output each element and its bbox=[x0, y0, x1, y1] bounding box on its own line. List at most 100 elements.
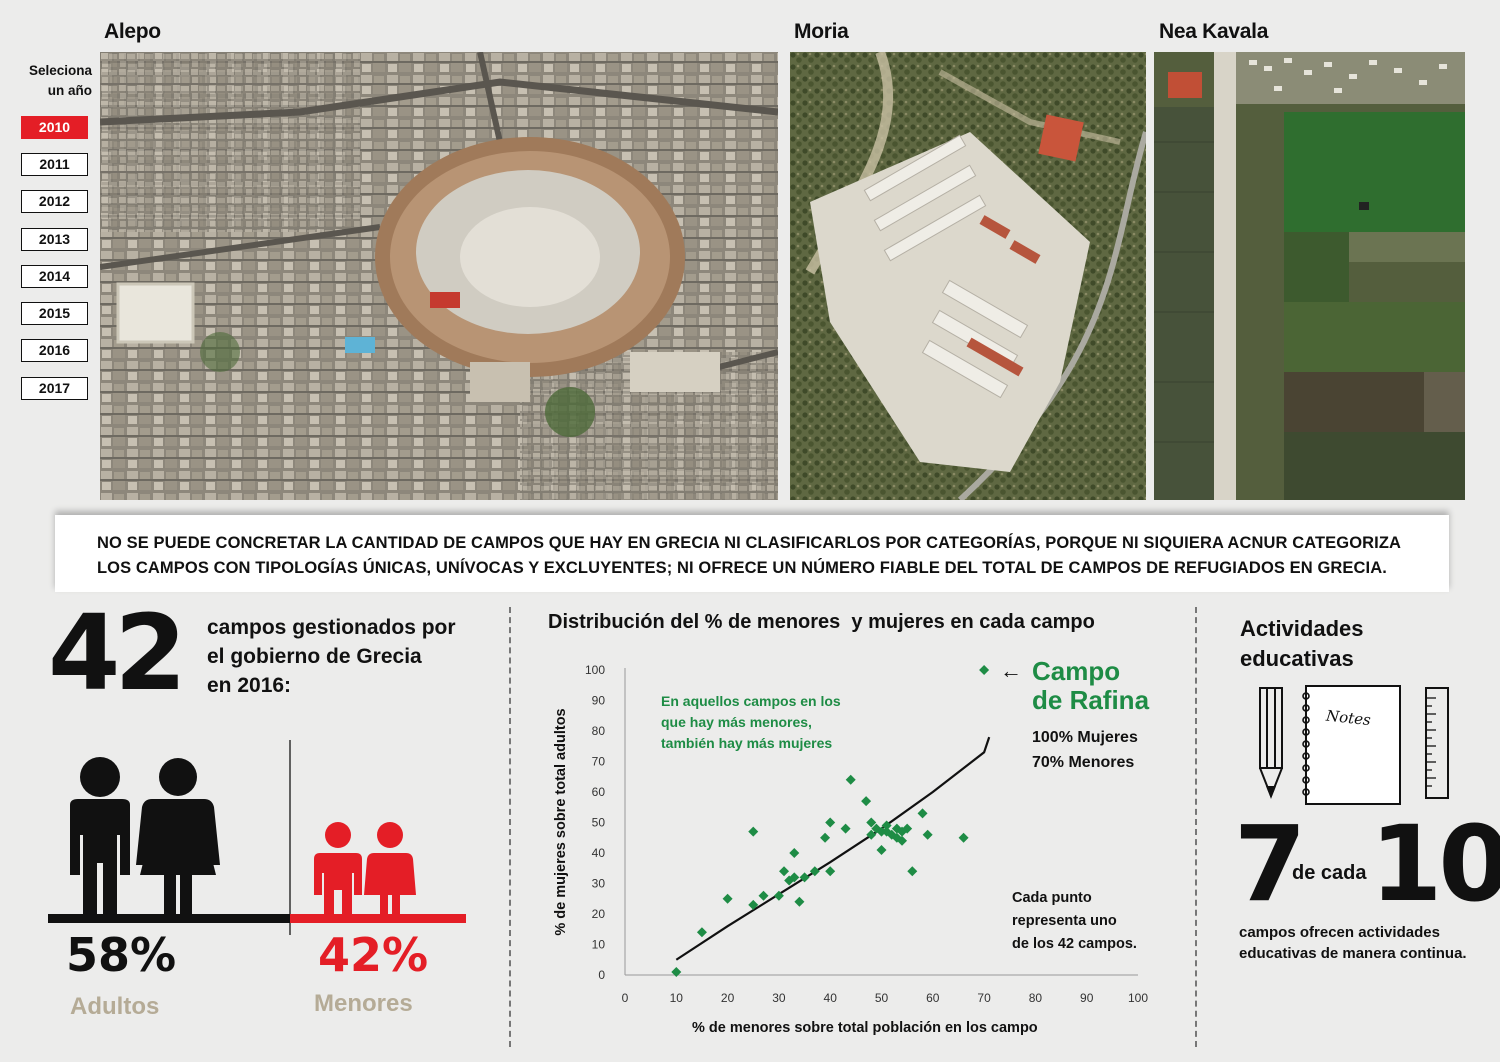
x-tick-label: 40 bbox=[824, 991, 838, 1005]
y-tick-label: 20 bbox=[592, 907, 606, 921]
education-desc-line2: educativas de manera continua. bbox=[1239, 945, 1467, 962]
adults-label: Adultos bbox=[70, 993, 160, 1020]
scatter-point bbox=[696, 927, 707, 938]
camps-count-number: 42 bbox=[48, 592, 187, 714]
y-tick-label: 50 bbox=[592, 816, 606, 830]
chart-axes bbox=[624, 668, 1138, 976]
y-tick-label: 30 bbox=[592, 877, 606, 891]
scatter-point bbox=[825, 866, 836, 877]
year-button-2017[interactable]: 2017 bbox=[21, 377, 88, 400]
scatter-point bbox=[902, 823, 913, 834]
scatter-point bbox=[671, 966, 682, 977]
x-tick-label: 50 bbox=[875, 991, 889, 1005]
education-description: campos ofrecen actividades educativas de… bbox=[1239, 922, 1467, 964]
notebook-label: Notes bbox=[1324, 706, 1372, 729]
scatter-point bbox=[897, 835, 908, 846]
moria-title: Moria bbox=[794, 20, 849, 43]
year-button-2011[interactable]: 2011 bbox=[21, 153, 88, 176]
scatter-point bbox=[758, 890, 769, 901]
adult-woman-icon bbox=[136, 758, 220, 915]
trend-line bbox=[675, 736, 991, 961]
scatter-point bbox=[886, 829, 897, 840]
education-ratio-middle: de cada bbox=[1292, 862, 1367, 884]
x-axis-label: % de menores sobre total población en lo… bbox=[692, 1020, 1038, 1036]
year-button-2015[interactable]: 2015 bbox=[21, 302, 88, 325]
year-button-2012[interactable]: 2012 bbox=[21, 190, 88, 213]
y-tick-label: 70 bbox=[592, 755, 606, 769]
people-infographic bbox=[48, 740, 466, 935]
education-title: Actividades educativas bbox=[1240, 614, 1364, 674]
x-tick-label: 70 bbox=[977, 991, 991, 1005]
scatter-point bbox=[866, 817, 877, 828]
scatter-point bbox=[799, 872, 810, 883]
chart-note-line2: representa uno bbox=[1012, 913, 1117, 929]
scatter-point bbox=[809, 866, 820, 877]
y-tick-label: 80 bbox=[592, 724, 606, 738]
y-tick-label: 10 bbox=[592, 938, 606, 952]
year-prompt-line2: un año bbox=[47, 83, 92, 98]
scatter-point bbox=[840, 823, 851, 834]
year-button-2010[interactable]: 2010 bbox=[21, 116, 88, 139]
scatter-point bbox=[779, 866, 790, 877]
education-ratio-right-number: 10 bbox=[1370, 803, 1500, 925]
minors-bar bbox=[290, 914, 466, 923]
pencil-icon bbox=[1259, 687, 1283, 799]
x-tick-label: 90 bbox=[1080, 991, 1094, 1005]
nea-kavala-satellite-image bbox=[1154, 52, 1465, 500]
section-divider-left bbox=[509, 607, 511, 1047]
education-desc-line1: campos ofrecen actividades bbox=[1239, 924, 1440, 941]
scatter-point bbox=[784, 875, 795, 886]
trend-annotation-line2: que hay más menores, bbox=[661, 714, 812, 730]
education-ratio-left-number: 7 bbox=[1234, 803, 1307, 925]
section-divider-right bbox=[1195, 607, 1197, 1047]
education-title-line1: Actividades bbox=[1240, 616, 1364, 641]
alepo-title: Alepo bbox=[104, 20, 161, 43]
scatter-point bbox=[789, 848, 800, 858]
minors-label: Menores bbox=[314, 990, 413, 1017]
scatter-point bbox=[748, 899, 759, 910]
scatter-chart: 0 10 20 30 40 50 60 70 80 90 100 0 10 20 30 40 50 60 70 80… bbox=[553, 656, 1150, 1036]
scatter-point bbox=[825, 817, 836, 828]
scatter-point bbox=[820, 832, 831, 843]
child-girl-icon bbox=[364, 822, 416, 915]
chart-note-line1: Cada punto bbox=[1012, 890, 1092, 906]
y-tick-label: 40 bbox=[592, 846, 606, 860]
x-tick-label: 0 bbox=[622, 991, 629, 1005]
ruler-icon bbox=[1425, 687, 1449, 799]
x-tick-label: 100 bbox=[1128, 991, 1148, 1005]
x-tick-label: 10 bbox=[670, 991, 684, 1005]
adults-percentage: 58% bbox=[66, 928, 177, 982]
year-button-2013[interactable]: 2013 bbox=[21, 228, 88, 251]
trend-annotation-line1: En aquellos campos en los bbox=[661, 693, 841, 709]
x-tick-label: 80 bbox=[1029, 991, 1043, 1005]
y-tick-label: 60 bbox=[592, 785, 606, 799]
scatter-point bbox=[794, 896, 805, 907]
rafina-title-line2: de Rafina bbox=[1032, 685, 1150, 715]
scatter-point bbox=[722, 893, 733, 904]
y-axis-label: % de mujeres sobre total adultos bbox=[553, 708, 569, 935]
year-button-2016[interactable]: 2016 bbox=[21, 339, 88, 362]
adult-man-icon bbox=[70, 757, 130, 915]
scatter-point bbox=[907, 866, 918, 877]
scatter-point bbox=[881, 826, 892, 837]
scatter-point bbox=[917, 808, 928, 819]
chart-note-line3: de los 42 campos. bbox=[1012, 936, 1137, 952]
camps-desc-line1: campos gestionados por bbox=[207, 616, 456, 639]
rafina-minors-stat: 70% Menores bbox=[1032, 754, 1134, 771]
scatter-point bbox=[876, 826, 887, 837]
minors-percentage: 42% bbox=[318, 928, 429, 982]
rafina-women-stat: 100% Mujeres bbox=[1032, 729, 1138, 746]
scatter-point bbox=[958, 832, 969, 843]
scatter-point bbox=[861, 796, 872, 807]
y-tick-label: 90 bbox=[592, 694, 606, 708]
scatter-point bbox=[881, 820, 892, 831]
scatter-point bbox=[866, 829, 877, 840]
notebook-icon: Notes bbox=[1302, 685, 1401, 805]
moria-satellite-image bbox=[790, 52, 1146, 500]
x-tick-label: 30 bbox=[772, 991, 786, 1005]
scatter-point bbox=[748, 826, 759, 837]
year-button-2014[interactable]: 2014 bbox=[21, 265, 88, 288]
rafina-title-line1: Campo bbox=[1032, 656, 1120, 686]
chart-title: Distribución del % de menores y mujeres … bbox=[548, 611, 1095, 633]
scatter-point bbox=[773, 890, 784, 901]
